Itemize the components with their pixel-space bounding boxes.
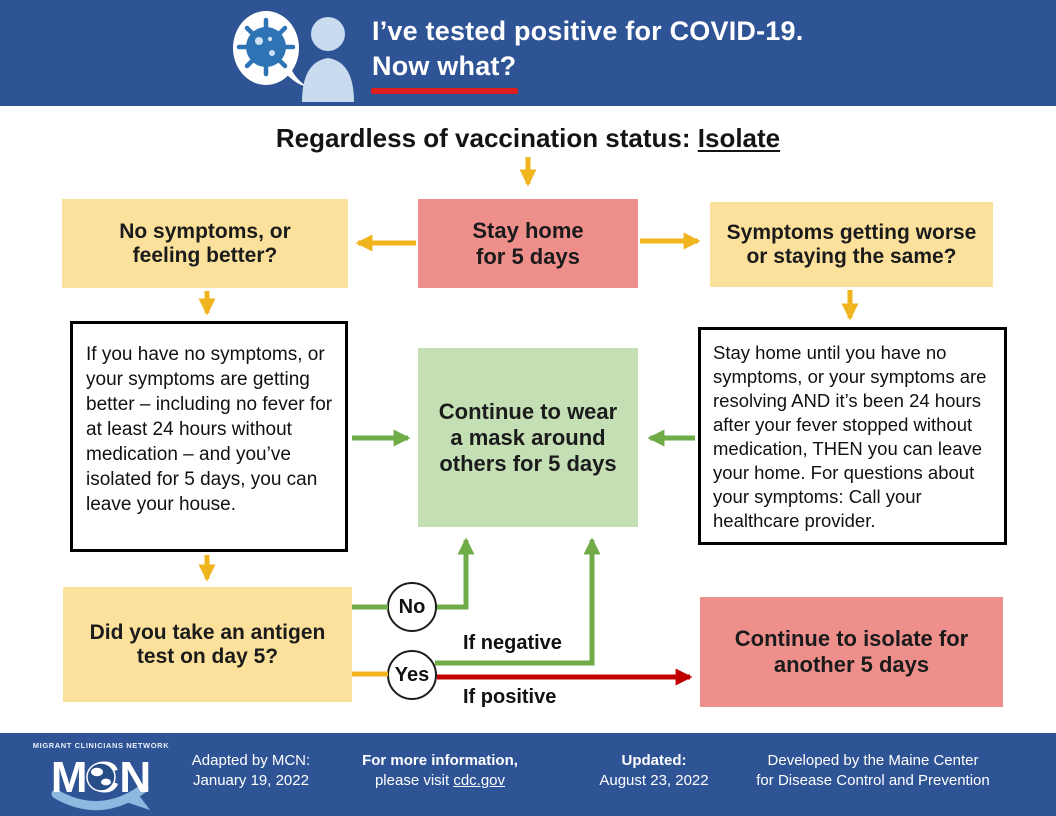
header-banner: I’ve tested positive for COVID-19. Now w… bbox=[0, 0, 1056, 106]
arrow-no-to-mask bbox=[437, 537, 475, 610]
footer-info-line2: please visit cdc.gov bbox=[342, 771, 538, 791]
box-stay-home: Stay home for 5 days bbox=[418, 199, 638, 288]
footer-adapted-line1: Adapted by MCN: bbox=[191, 752, 311, 769]
page-title: I’ve tested positive for COVID-19. Now w… bbox=[372, 14, 803, 84]
footer-banner bbox=[0, 733, 1056, 816]
footer-updated: Updated: August 23, 2022 bbox=[586, 751, 722, 791]
cdc-gov-link[interactable]: cdc.gov bbox=[453, 772, 506, 789]
footer-more-info: For more information, please visit cdc.g… bbox=[342, 751, 538, 791]
globe-continent bbox=[91, 767, 103, 777]
footer-updated-label: Updated: bbox=[621, 752, 687, 769]
footer-developed-line1: Developed by the Maine Center bbox=[767, 752, 979, 769]
label-if-positive: If positive bbox=[463, 686, 557, 708]
section-heading-prefix: Regardless of vaccination status: bbox=[275, 123, 698, 153]
box-symptoms-worse: Symptoms getting worse or staying the sa… bbox=[710, 202, 993, 287]
person-icon bbox=[302, 17, 354, 102]
section-heading-isolate: Isolate bbox=[697, 123, 781, 153]
section-heading: Regardless of vaccination status: Isolat… bbox=[0, 123, 1056, 154]
box-no-symptoms: No symptoms, or feeling better? bbox=[62, 199, 348, 288]
globe-continent bbox=[101, 778, 111, 786]
box-antigen-test: Did you take an antigen test on day 5? bbox=[63, 587, 352, 702]
mcn-logo: MIGRANT CLINICIANS NETWORK MCN bbox=[33, 741, 169, 811]
label-if-negative: If negative bbox=[463, 632, 562, 654]
footer-developed-line2: for Disease Control and Prevention bbox=[756, 772, 990, 789]
box-stay-home-until-info: Stay home until you have no symptoms, or… bbox=[698, 327, 1007, 545]
virus-dot bbox=[269, 50, 275, 56]
footer-developed: Developed by the Maine Center for Diseas… bbox=[730, 751, 1016, 791]
footer-info-prefix: please visit bbox=[374, 772, 454, 789]
footer-info-line1: For more information, bbox=[362, 752, 518, 769]
mcn-logo-globe bbox=[86, 762, 116, 792]
mcn-logo-tail bbox=[126, 794, 150, 810]
footer-adapted: Adapted by MCN: January 19, 2022 bbox=[165, 751, 337, 791]
page-title-line1: I’ve tested positive for COVID-19. bbox=[372, 16, 804, 46]
box-wear-mask: Continue to wear a mask around others fo… bbox=[418, 348, 638, 527]
footer-updated-date: August 23, 2022 bbox=[599, 772, 709, 789]
connector-yes: Yes bbox=[387, 650, 437, 700]
title-underline bbox=[371, 88, 518, 94]
box-leave-house-info: If you have no symptoms, or your symptom… bbox=[70, 321, 348, 552]
virus-dot bbox=[267, 36, 273, 42]
page-title-line2: Now what? bbox=[372, 51, 517, 81]
footer-adapted-line2: January 19, 2022 bbox=[193, 772, 309, 789]
box-continue-isolate: Continue to isolate for another 5 days bbox=[700, 597, 1003, 707]
connector-no: No bbox=[387, 582, 437, 632]
virus-dot bbox=[255, 37, 263, 45]
virus-body bbox=[246, 27, 286, 67]
virus-speech-bubble-person-icon bbox=[233, 11, 354, 102]
mcn-logo-swoosh bbox=[51, 783, 149, 811]
speech-bubble-tail bbox=[284, 64, 306, 86]
mcn-logo-network-text: MIGRANT CLINICIANS NETWORK bbox=[33, 741, 169, 750]
